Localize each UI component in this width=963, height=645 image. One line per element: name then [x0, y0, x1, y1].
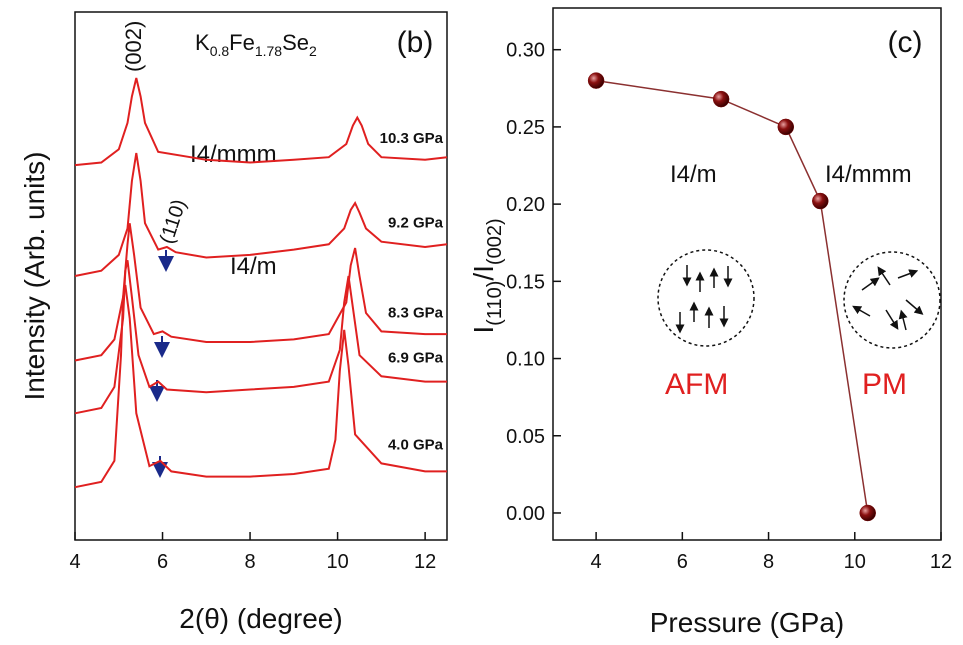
x-tick-label: 12: [414, 551, 436, 573]
series-label: 10.3 GPa: [380, 130, 444, 147]
y-axis-label: I(110)/I(002): [468, 218, 506, 333]
annotation: (110): [156, 197, 191, 247]
curve: [74, 223, 447, 362]
y-tick-label: 0.25: [506, 117, 545, 139]
x-tick-label: 6: [157, 551, 168, 573]
annotation: PM: [862, 368, 907, 401]
x-tick-label: 4: [591, 551, 602, 573]
y-tick-label: 0.10: [506, 349, 545, 371]
x-tick-label: 8: [244, 551, 255, 573]
series-label: 9.2 GPa: [388, 215, 444, 232]
y-axis-label: Intensity (Arb. units): [19, 152, 50, 401]
series-label: 6.9 GPa: [388, 349, 444, 366]
curve: [74, 284, 447, 489]
annotation: I4/mmm: [190, 141, 277, 168]
curve: [74, 152, 448, 277]
series-label: 8.3 GPa: [388, 304, 444, 321]
y-tick-label: 0.20: [506, 194, 545, 216]
connector: [595, 79, 869, 514]
peak-arrows: [149, 250, 174, 478]
annotation: AFM: [665, 368, 728, 401]
y-tick-label: 0.15: [506, 271, 545, 293]
annotation: (002): [121, 21, 146, 72]
point: [859, 504, 876, 522]
formula: K0.8Fe1.78Se2: [195, 30, 317, 59]
panel-label: (c): [888, 26, 923, 59]
panel-c-frame: [552, 7, 942, 541]
x-tick-label: 10: [326, 551, 348, 573]
annotation: I4/m: [230, 253, 277, 280]
y-tick-label: 0.00: [506, 503, 545, 525]
pm-spins: [843, 251, 941, 349]
point: [712, 90, 730, 108]
x-axis-label: Pressure (GPa): [650, 607, 845, 638]
panel-label: (b): [397, 26, 434, 59]
y-tick-label: 0.05: [506, 426, 545, 448]
x-tick-label: 10: [844, 551, 866, 573]
x-tick-label: 12: [930, 551, 952, 573]
y-tick-label: 0.30: [506, 40, 545, 62]
x-tick-label: 8: [763, 551, 774, 573]
x-axis-label: 2(θ) (degree): [179, 603, 342, 634]
point: [812, 192, 829, 210]
annotation: I4/m: [670, 161, 717, 188]
series-label: 4.0 GPa: [388, 436, 444, 453]
x-tick-label: 6: [677, 551, 688, 573]
point: [587, 72, 605, 89]
annotation: I4/mmm: [825, 161, 912, 188]
x-tick-label: 4: [69, 551, 80, 573]
curve: [74, 77, 448, 167]
afm-spins: [657, 249, 755, 347]
point: [777, 118, 795, 136]
